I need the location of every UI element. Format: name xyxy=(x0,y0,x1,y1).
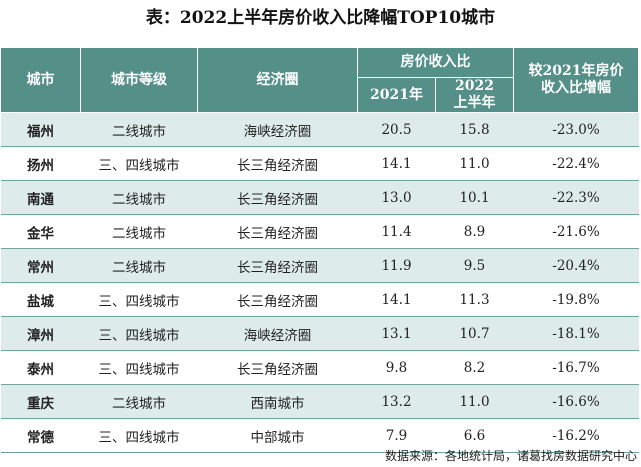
cell-change: -18.1% xyxy=(513,316,639,351)
cell-zone: 长三角经济圈 xyxy=(197,248,358,283)
cell-change: -22.4% xyxy=(513,146,639,181)
cell-ratio-2021: 13.2 xyxy=(357,384,436,419)
cell-change: -16.6% xyxy=(513,384,639,419)
cell-tier: 二线城市 xyxy=(80,180,198,215)
table-row: 常州 二线城市 长三角经济圈 11.9 9.5 -20.4% xyxy=(0,248,639,283)
header-2021: 2021年 xyxy=(357,77,436,113)
cell-ratio-2022h1: 10.1 xyxy=(435,180,514,215)
cell-tier: 三、四线城市 xyxy=(80,282,198,317)
cell-city: 漳州 xyxy=(0,316,81,351)
table-row: 常德 三、四线城市 中部城市 7.9 6.6 -16.2% xyxy=(0,418,639,453)
cell-zone: 长三角经济圈 xyxy=(197,350,358,385)
cell-city: 盐城 xyxy=(0,282,81,317)
cell-tier: 三、四线城市 xyxy=(80,146,198,181)
cell-zone: 长三角经济圈 xyxy=(197,214,358,249)
header-tier: 城市等级 xyxy=(80,47,198,113)
table-row: 泰州 三、四线城市 长三角经济圈 9.8 8.2 -16.7% xyxy=(0,350,639,385)
cell-ratio-2021: 9.8 xyxy=(357,350,436,385)
table-row: 福州 二线城市 海峡经济圈 20.5 15.8 -23.0% xyxy=(0,112,639,147)
cell-ratio-2022h1: 6.6 xyxy=(435,418,514,453)
cell-ratio-2022h1: 10.7 xyxy=(435,316,514,351)
cell-city: 扬州 xyxy=(0,146,81,181)
cell-change: -22.3% xyxy=(513,180,639,215)
cell-ratio-2021: 14.1 xyxy=(357,146,436,181)
cell-change: -16.7% xyxy=(513,350,639,385)
cell-ratio-2022h1: 9.5 xyxy=(435,248,514,283)
cell-zone: 长三角经济圈 xyxy=(197,282,358,317)
cell-change: -20.4% xyxy=(513,248,639,283)
cell-ratio-2021: 7.9 xyxy=(357,418,436,453)
cell-city: 福州 xyxy=(0,112,81,147)
cell-ratio-2021: 11.4 xyxy=(357,214,436,249)
cell-ratio-2021: 20.5 xyxy=(357,112,436,147)
cell-city: 南通 xyxy=(0,180,81,215)
header-ratio-group: 房价收入比 xyxy=(357,47,514,78)
header-city: 城市 xyxy=(0,47,81,113)
cell-zone: 中部城市 xyxy=(197,418,358,453)
table-row: 漳州 三、四线城市 海峡经济圈 13.1 10.7 -18.1% xyxy=(0,316,639,351)
cell-ratio-2022h1: 8.9 xyxy=(435,214,514,249)
cell-zone: 海峡经济圈 xyxy=(197,316,358,351)
cell-ratio-2022h1: 15.8 xyxy=(435,112,514,147)
ranking-table: 城市 城市等级 经济圈 房价收入比 较2021年房价 收入比增幅 2021年 2… xyxy=(0,47,639,453)
data-source-note: 数据来源：各地统计局，诸葛找房数据研究中心 xyxy=(384,449,637,463)
cell-ratio-2022h1: 11.3 xyxy=(435,282,514,317)
cell-city: 常德 xyxy=(0,418,81,453)
cell-ratio-2021: 13.0 xyxy=(357,180,436,215)
cell-change: -21.6% xyxy=(513,214,639,249)
cell-zone: 长三角经济圈 xyxy=(197,146,358,181)
cell-change: -23.0% xyxy=(513,112,639,147)
cell-ratio-2022h1: 11.0 xyxy=(435,384,514,419)
cell-ratio-2021: 13.1 xyxy=(357,316,436,351)
cell-city: 泰州 xyxy=(0,350,81,385)
table-row: 金华 二线城市 长三角经济圈 11.4 8.9 -21.6% xyxy=(0,214,639,249)
cell-city: 金华 xyxy=(0,214,81,249)
cell-ratio-2021: 14.1 xyxy=(357,282,436,317)
cell-zone: 海峡经济圈 xyxy=(197,112,358,147)
cell-tier: 三、四线城市 xyxy=(80,418,198,453)
cell-ratio-2022h1: 8.2 xyxy=(435,350,514,385)
cell-city: 重庆 xyxy=(0,384,81,419)
table-row: 南通 二线城市 长三角经济圈 13.0 10.1 -22.3% xyxy=(0,180,639,215)
cell-change: -19.8% xyxy=(513,282,639,317)
cell-city: 常州 xyxy=(0,248,81,283)
cell-ratio-2021: 11.9 xyxy=(357,248,436,283)
table-row: 盐城 三、四线城市 长三角经济圈 14.1 11.3 -19.8% xyxy=(0,282,639,317)
cell-tier: 二线城市 xyxy=(80,248,198,283)
cell-tier: 三、四线城市 xyxy=(80,316,198,351)
cell-tier: 二线城市 xyxy=(80,384,198,419)
cell-zone: 长三角经济圈 xyxy=(197,180,358,215)
table-row: 重庆 二线城市 西南城市 13.2 11.0 -16.6% xyxy=(0,384,639,419)
cell-tier: 二线城市 xyxy=(80,214,198,249)
cell-change: -16.2% xyxy=(513,418,639,453)
cell-tier: 二线城市 xyxy=(80,112,198,147)
table-row: 扬州 三、四线城市 长三角经济圈 14.1 11.0 -22.4% xyxy=(0,146,639,181)
cell-zone: 西南城市 xyxy=(197,384,358,419)
cell-tier: 三、四线城市 xyxy=(80,350,198,385)
header-zone: 经济圈 xyxy=(197,47,358,113)
header-change: 较2021年房价 收入比增幅 xyxy=(513,47,639,113)
table-title: 表：2022上半年房价收入比降幅TOP10城市 xyxy=(145,8,496,28)
cell-ratio-2022h1: 11.0 xyxy=(435,146,514,181)
header-2022h1: 2022 上半年 xyxy=(435,77,514,113)
